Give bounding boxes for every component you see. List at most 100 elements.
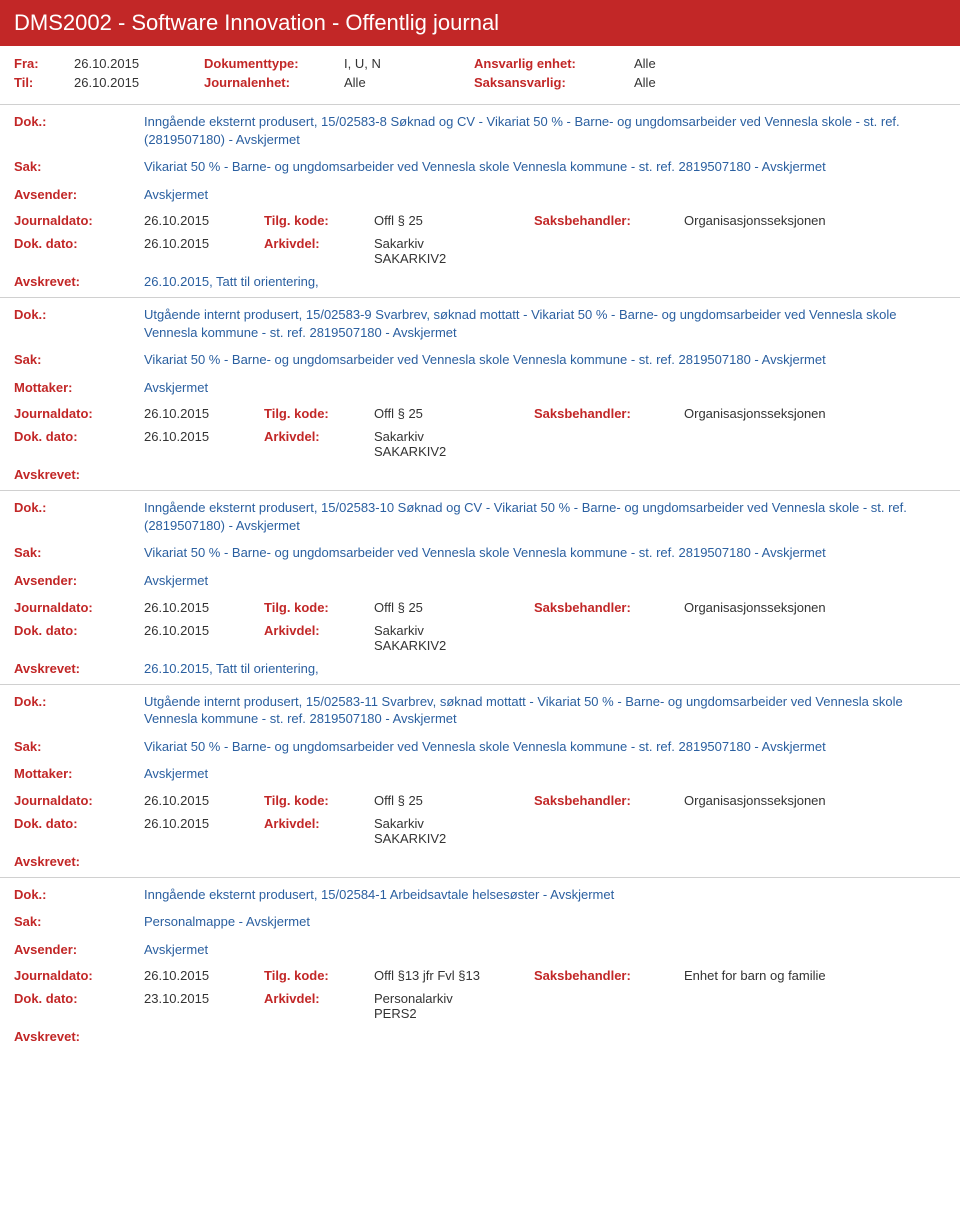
party-label: Avsender: [14,186,144,204]
avskrevet-row: Avskrevet: 26.10.2015, Tatt til orienter… [14,274,946,289]
journal-entry: Dok.: Inngående eksternt produsert, 15/0… [0,105,960,289]
sak-label: Sak: [14,913,144,931]
saksbehandler-value: Enhet for barn og familie [684,968,946,983]
tilg-kode-value: Offl § 25 [374,793,534,808]
sak-label: Sak: [14,738,144,756]
saksbehandler-label: Saksbehandler: [534,213,684,228]
dok-label: Dok.: [14,499,144,534]
saksbehandler-label: Saksbehandler: [534,793,684,808]
party-value: Avskjermet [144,186,946,204]
party-line: Avsender: Avskjermet [14,572,946,590]
sak-value: Vikariat 50 % - Barne- og ungdomsarbeide… [144,738,946,756]
ansvarlig-enhet-value: Alle [634,56,656,71]
sak-label: Sak: [14,544,144,562]
sak-line: Sak: Vikariat 50 % - Barne- og ungdomsar… [14,738,946,756]
arkivdel-label: Arkivdel: [264,816,374,831]
saksansvarlig-value: Alle [634,75,656,90]
avskrevet-row: Avskrevet: 26.10.2015, Tatt til orienter… [14,661,946,676]
avskrevet-value: 26.10.2015, Tatt til orientering, [144,274,946,289]
entries-container: Dok.: Inngående eksternt produsert, 15/0… [0,105,960,1044]
dok-line: Dok.: Utgående internt produsert, 15/025… [14,306,946,341]
dok-label: Dok.: [14,886,144,904]
party-line: Avsender: Avskjermet [14,941,946,959]
sak-value: Personalmappe - Avskjermet [144,913,946,931]
arkivdel-value: Personalarkiv PERS2 [374,991,453,1021]
tilg-kode-value: Offl § 25 [374,600,534,615]
avskrevet-label: Avskrevet: [14,661,144,676]
sak-line: Sak: Vikariat 50 % - Barne- og ungdomsar… [14,158,946,176]
dokdato-row: Dok. dato: 26.10.2015 Arkivdel: Sakarkiv… [14,623,946,653]
party-value: Avskjermet [144,941,946,959]
journalenhet-label: Journalenhet: [204,75,344,90]
avskrevet-value: 26.10.2015, Tatt til orientering, [144,661,946,676]
arkivdel-value: Sakarkiv SAKARKIV2 [374,236,446,266]
saksbehandler-value: Organisasjonsseksjonen [684,406,946,421]
saksbehandler-label: Saksbehandler: [534,600,684,615]
avskrevet-row: Avskrevet: [14,467,946,482]
journaldato-value: 26.10.2015 [144,968,264,983]
arkivdel-value: Sakarkiv SAKARKIV2 [374,429,446,459]
saksbehandler-label: Saksbehandler: [534,406,684,421]
dokdato-row: Dok. dato: 26.10.2015 Arkivdel: Sakarkiv… [14,816,946,846]
party-label: Avsender: [14,572,144,590]
dokdato-row: Dok. dato: 23.10.2015 Arkivdel: Personal… [14,991,946,1021]
til-value: 26.10.2015 [74,75,204,90]
party-label: Mottaker: [14,379,144,397]
fra-label: Fra: [14,56,74,71]
journaldato-label: Journaldato: [14,600,144,615]
tilg-kode-label: Tilg. kode: [264,213,374,228]
journaldato-label: Journaldato: [14,213,144,228]
avskrevet-row: Avskrevet: [14,1029,946,1044]
journaldato-row: Journaldato: 26.10.2015 Tilg. kode: Offl… [14,968,946,983]
dok-label: Dok.: [14,113,144,148]
sak-line: Sak: Vikariat 50 % - Barne- og ungdomsar… [14,351,946,369]
saksbehandler-label: Saksbehandler: [534,968,684,983]
dokdato-label: Dok. dato: [14,623,144,638]
journaldato-row: Journaldato: 26.10.2015 Tilg. kode: Offl… [14,600,946,615]
page-title: DMS2002 - Software Innovation - Offentli… [14,10,499,35]
sak-value: Vikariat 50 % - Barne- og ungdomsarbeide… [144,158,946,176]
dokdato-value: 26.10.2015 [144,623,264,638]
page-title-bar: DMS2002 - Software Innovation - Offentli… [0,0,960,46]
sak-label: Sak: [14,158,144,176]
tilg-kode-value: Offl § 25 [374,406,534,421]
arkivdel-label: Arkivdel: [264,429,374,444]
dokumenttype-label: Dokumenttype: [204,56,344,71]
filter-row-2: Til: 26.10.2015 Journalenhet: Alle Saksa… [14,75,946,90]
dok-value: Inngående eksternt produsert, 15/02583-1… [144,499,946,534]
journaldato-row: Journaldato: 26.10.2015 Tilg. kode: Offl… [14,793,946,808]
party-value: Avskjermet [144,379,946,397]
avskrevet-label: Avskrevet: [14,467,144,482]
dok-line: Dok.: Inngående eksternt produsert, 15/0… [14,886,946,904]
dokdato-value: 26.10.2015 [144,816,264,831]
tilg-kode-label: Tilg. kode: [264,793,374,808]
journal-entry: Dok.: Utgående internt produsert, 15/025… [0,685,960,869]
dok-line: Dok.: Utgående internt produsert, 15/025… [14,693,946,728]
dokdato-value: 23.10.2015 [144,991,264,1006]
dok-value: Utgående internt produsert, 15/02583-9 S… [144,306,946,341]
dokdato-value: 26.10.2015 [144,429,264,444]
dokumenttype-value: I, U, N [344,56,474,71]
til-label: Til: [14,75,74,90]
journalenhet-value: Alle [344,75,474,90]
dokdato-row: Dok. dato: 26.10.2015 Arkivdel: Sakarkiv… [14,429,946,459]
dok-value: Inngående eksternt produsert, 15/02584-1… [144,886,946,904]
saksbehandler-value: Organisasjonsseksjonen [684,213,946,228]
party-value: Avskjermet [144,572,946,590]
dokdato-label: Dok. dato: [14,816,144,831]
saksbehandler-value: Organisasjonsseksjonen [684,600,946,615]
journaldato-label: Journaldato: [14,406,144,421]
tilg-kode-label: Tilg. kode: [264,600,374,615]
dokdato-row: Dok. dato: 26.10.2015 Arkivdel: Sakarkiv… [14,236,946,266]
dok-line: Dok.: Inngående eksternt produsert, 15/0… [14,113,946,148]
saksbehandler-value: Organisasjonsseksjonen [684,793,946,808]
journaldato-row: Journaldato: 26.10.2015 Tilg. kode: Offl… [14,213,946,228]
journal-entry: Dok.: Inngående eksternt produsert, 15/0… [0,878,960,1045]
arkivdel-label: Arkivdel: [264,623,374,638]
tilg-kode-value: Offl §13 jfr Fvl §13 [374,968,534,983]
party-line: Mottaker: Avskjermet [14,379,946,397]
dok-label: Dok.: [14,693,144,728]
dok-line: Dok.: Inngående eksternt produsert, 15/0… [14,499,946,534]
journaldato-label: Journaldato: [14,793,144,808]
party-label: Mottaker: [14,765,144,783]
